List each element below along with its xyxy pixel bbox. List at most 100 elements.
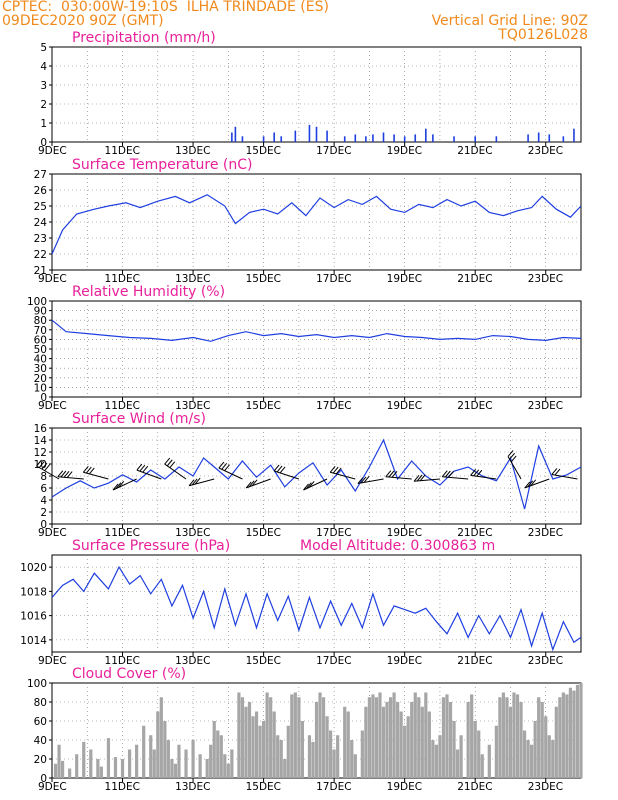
precip-bar	[231, 132, 233, 142]
wind-barb-feather	[218, 461, 225, 469]
cloud-bar	[434, 744, 439, 778]
y-tick-label: 80	[34, 697, 47, 709]
wind-barb-feather	[164, 457, 171, 465]
x-tick-label: 13DEC	[175, 655, 210, 667]
cloud-bar	[575, 684, 580, 778]
x-tick-label: 11DEC	[105, 400, 140, 412]
cloud-bar	[244, 706, 248, 778]
wind-barb-feather	[360, 476, 367, 484]
x-tick-label: 11DEC	[105, 781, 140, 793]
wind-barb-feather	[507, 450, 514, 457]
wind-barb-feather	[194, 477, 201, 485]
cloud-bar	[99, 766, 103, 778]
precip-bar	[495, 136, 498, 142]
cloud-bar	[374, 697, 379, 778]
x-tick-label: 13DEC	[175, 400, 210, 412]
x-tick-label: 13DEC	[175, 527, 210, 539]
wind-barb-feather	[441, 470, 448, 478]
cloud-bar	[198, 754, 202, 778]
x-tick-label: 23DEC	[528, 527, 563, 539]
y-tick-label: 1016	[20, 611, 47, 623]
wind-barb-feather	[357, 477, 364, 484]
x-tick-label: 11DEC	[105, 655, 140, 667]
wind-barb-shaft	[330, 471, 356, 480]
wind-barb-feather	[419, 474, 426, 482]
cloud-bar	[237, 692, 241, 778]
x-tick-label: 13DEC	[175, 145, 210, 157]
wind-barb-feather	[115, 482, 122, 489]
cloud-bar	[68, 768, 72, 778]
cloud-bar	[223, 754, 227, 778]
x-tick-label: 21DEC	[457, 527, 492, 539]
cloud-bar	[561, 692, 565, 778]
cloud-bar	[300, 721, 304, 778]
wind-barb-shaft	[273, 470, 300, 480]
wind-barb-shaft	[83, 471, 109, 480]
cloud-bar	[272, 711, 276, 778]
x-tick-label: 19DEC	[387, 655, 422, 667]
wind-barb-feather	[273, 464, 280, 472]
cloud-bar	[343, 706, 347, 778]
wind-barb-feather	[188, 479, 195, 487]
y-tick-label: 1020	[20, 562, 47, 574]
x-tick-label: 19DEC	[387, 527, 422, 539]
cloud-bar	[473, 721, 477, 778]
y-tick-label: 21	[34, 265, 47, 277]
y-tick-label: 0	[40, 392, 47, 404]
wind-barb-shaft	[57, 476, 84, 480]
cloud-bar	[219, 735, 223, 778]
wind-barb-shaft	[524, 478, 550, 489]
wind-barb-feather	[112, 483, 119, 491]
y-tick-label: 10	[34, 382, 47, 394]
wind-barb-feather	[551, 468, 558, 475]
wind-barb-shaft	[136, 469, 162, 480]
precip-bar	[432, 134, 434, 142]
cloud-bar	[533, 721, 537, 778]
wind-barb-feather	[391, 470, 398, 478]
wind-barb-feather	[169, 461, 176, 468]
cloud-bar	[346, 711, 350, 778]
wind-barb-feather	[530, 479, 537, 487]
series-line	[51, 194, 582, 255]
wind-barb-feather	[473, 469, 480, 477]
wind-barb-feather	[303, 483, 309, 491]
cloud-bar	[60, 760, 65, 778]
cloud-bar	[388, 697, 393, 778]
cloud-bar	[177, 744, 181, 778]
cloud-bar	[286, 725, 290, 778]
header-date: 09DEC2020 90Z (GMT)	[2, 13, 164, 29]
precip-bar	[294, 130, 297, 142]
cloud-bar	[53, 763, 58, 778]
x-tick-label: 21DEC	[457, 400, 492, 412]
wind-barb-feather	[279, 466, 286, 474]
cloud-bar	[427, 711, 431, 778]
precip-bar	[308, 124, 311, 142]
precip-bar	[343, 136, 346, 142]
wind-barb-shaft	[112, 478, 137, 491]
cloud-bar	[152, 749, 156, 778]
cloud-bar	[459, 735, 463, 778]
cloud-bar	[526, 740, 530, 778]
cloud-bar	[318, 692, 322, 778]
y-tick-label: 40	[34, 354, 47, 366]
cloud-bar	[501, 692, 506, 778]
cloud-bar	[230, 749, 234, 778]
cloud-bar	[519, 702, 523, 778]
y-tick-label: 25	[34, 201, 47, 213]
y-tick-label: 0	[40, 137, 47, 149]
cloud-bar	[321, 697, 326, 778]
x-tick-label: 11DEC	[105, 145, 140, 157]
y-tick-label: 100	[27, 296, 47, 308]
x-tick-label: 15DEC	[246, 145, 281, 157]
wind-barb-shaft	[218, 467, 243, 480]
header-gridline-note: Vertical Grid Line: 90Z	[431, 13, 588, 29]
x-tick-label: 11DEC	[105, 273, 140, 285]
y-tick-label: 70	[34, 325, 47, 337]
x-tick-label: 17DEC	[316, 527, 351, 539]
wind-barb-shaft	[246, 478, 271, 489]
precip-bar	[425, 128, 427, 142]
cloud-bar	[399, 711, 403, 778]
cloud-bar	[276, 735, 280, 778]
cloud-bar	[381, 706, 386, 778]
wind-barb-feather	[41, 462, 48, 470]
